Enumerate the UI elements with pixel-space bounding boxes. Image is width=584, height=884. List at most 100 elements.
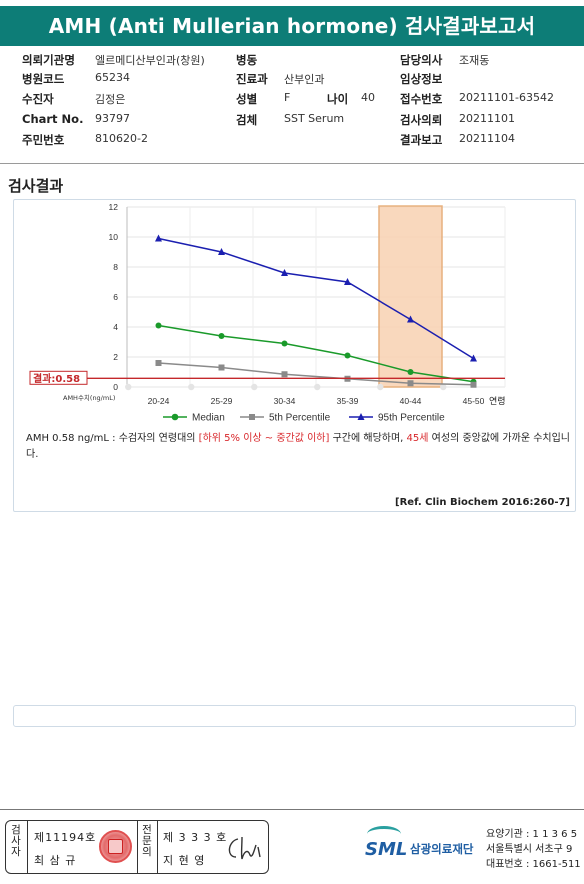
data-point: [407, 380, 414, 387]
test-request-label: 검사의뢰: [400, 113, 443, 127]
ward-label: 병동: [236, 53, 258, 67]
description-age: 45세: [406, 433, 429, 444]
y-tick-label: 8: [113, 262, 118, 272]
y-tick-label: 6: [113, 292, 118, 302]
logo-text: SML: [365, 839, 408, 860]
description-suffix: 여성의 중앙값에 가까운 수치입니다.: [26, 433, 570, 460]
data-point: [155, 322, 162, 329]
data-point: [470, 381, 477, 388]
examiner-name: 최 삼 규: [34, 854, 77, 867]
footer-divider: [0, 809, 584, 810]
seal-icon: [99, 830, 132, 863]
x-tick-label: 25-29: [211, 396, 233, 406]
vertical-char: 사: [11, 835, 21, 847]
legend-marker: [357, 413, 365, 420]
legend-label: 5th Percentile: [269, 413, 331, 424]
x-tick-label: 30-34: [274, 396, 296, 406]
data-point: [155, 234, 162, 242]
y-tick-label: 2: [113, 352, 118, 362]
sex-value: F: [284, 91, 291, 104]
description-prefix: AMH 0.58 ng/mL : 수검자의 연령대의: [26, 433, 199, 444]
axis-dot: [188, 383, 195, 391]
reference-citation: [Ref. Clin Biochem 2016:260-7]: [395, 497, 570, 508]
divider: [137, 821, 138, 873]
series-line: [158, 324, 474, 383]
x-tick-label: 40-44: [400, 396, 422, 406]
contact-line: 요양기관 : 1 1 3 6 5: [486, 829, 578, 840]
info-row: 주민번호 810620-2 결과보고 20211104: [22, 132, 584, 151]
info-row: 의뢰기관명 엘르메디산부인과(창원) 병동 담당의사 조재동: [22, 52, 584, 71]
info-row: Chart No. 93797 검체 SST Serum 검사의뢰 202111…: [22, 112, 584, 131]
specialist-number: 제 3 3 3 호: [163, 831, 228, 844]
examiner-vertical-label: 검 사 자: [9, 825, 23, 858]
patient-info-block: 의뢰기관명 엘르메디산부인과(창원) 병동 담당의사 조재동 병원코드 6523…: [22, 52, 584, 150]
resident-no-label: 주민번호: [22, 133, 65, 147]
logo-arc-icon: [367, 826, 401, 842]
result-label: 결과:0.58: [33, 372, 80, 385]
legend-label: 95th Percentile: [378, 413, 445, 424]
legend-marker: [171, 413, 179, 421]
y-tick-label: 0: [113, 382, 118, 392]
data-point: [281, 340, 288, 347]
clinical-info-label: 임상정보: [400, 72, 443, 86]
result-description: AMH 0.58 ng/mL : 수검자의 연령대의 [하위 5% 이상 ~ 중…: [26, 431, 574, 463]
dept-label: 진료과: [236, 72, 268, 86]
dept-value: 산부인과: [284, 73, 325, 86]
result-label-box: [29, 370, 88, 385]
logo-name: 삼광의료재단: [410, 842, 474, 856]
result-panel: [13, 199, 576, 512]
report-title: AMH (Anti Mullerian hormone) 검사결과보고서: [0, 6, 584, 46]
requesting-org-value: 엘르메디산부인과(창원): [95, 54, 205, 67]
axis-dot: [251, 383, 258, 391]
description-range: [하위 5% 이상 ~ 중간값 이하]: [198, 433, 330, 444]
hospital-code-value: 65234: [95, 71, 130, 84]
contact-info: 요양기관 : 1 1 3 6 5 서울특별시 서초구 9 대표번호 : 1661…: [486, 827, 581, 872]
legend-label: Median: [192, 413, 225, 424]
age-value: 40: [361, 91, 375, 104]
series-line: [158, 362, 474, 386]
vertical-char: 자: [11, 846, 21, 858]
data-point: [407, 315, 414, 323]
specimen-value: SST Serum: [284, 112, 345, 125]
x-tick-label: 45-50: [463, 396, 485, 406]
data-point: [218, 364, 225, 371]
data-point: [344, 352, 351, 359]
data-point: [344, 278, 351, 285]
vertical-char: 문: [142, 835, 152, 847]
receipt-no-value: 20211101-63542: [459, 91, 554, 104]
legend-marker: [249, 414, 255, 420]
empty-panel: [13, 705, 576, 727]
vertical-char: 전: [142, 824, 152, 836]
series-line: [158, 237, 474, 360]
patient-value: 김정은: [95, 93, 126, 106]
doctor-label: 담당의사: [400, 53, 443, 67]
x-tick-label: 35-39: [337, 396, 359, 406]
axis-dot: [125, 383, 132, 391]
y-tick-label: 10: [109, 232, 119, 242]
result-report-value: 20211104: [459, 132, 515, 145]
specimen-label: 검체: [236, 113, 258, 127]
data-point: [218, 248, 225, 255]
hospital-code-label: 병원코드: [22, 72, 65, 86]
axis-dot: [314, 383, 321, 391]
receipt-no-label: 접수번호: [400, 92, 443, 106]
resident-no-value: 810620-2: [95, 132, 148, 145]
info-row: 병원코드 65234 진료과 산부인과 임상정보: [22, 71, 584, 90]
signature-icon: [228, 836, 261, 860]
requesting-org-label: 의뢰기관명: [22, 53, 75, 67]
doctor-value: 조재동: [459, 54, 490, 67]
section-title: 검사결과: [8, 177, 64, 195]
y-tick-label: 4: [113, 322, 118, 332]
data-point: [470, 354, 477, 362]
chart-no-value: 93797: [95, 112, 130, 125]
sex-label: 성별: [236, 92, 258, 106]
y-unit-label: AMH수치(ng/mL): [63, 393, 115, 402]
divider: [27, 821, 28, 873]
axis-dot: [377, 383, 384, 391]
examiner-number: 제11194호: [34, 831, 97, 844]
age-label: 나이: [327, 92, 349, 106]
specialist-vertical-label: 전 문 의: [140, 825, 154, 858]
description-middle: 구간에 해당하며,: [329, 433, 407, 444]
data-point: [155, 360, 162, 366]
signature-box: 검 사 자 제11194호 최 삼 규 전 문 의 제 3 3 3 호 지 현 …: [5, 820, 269, 874]
